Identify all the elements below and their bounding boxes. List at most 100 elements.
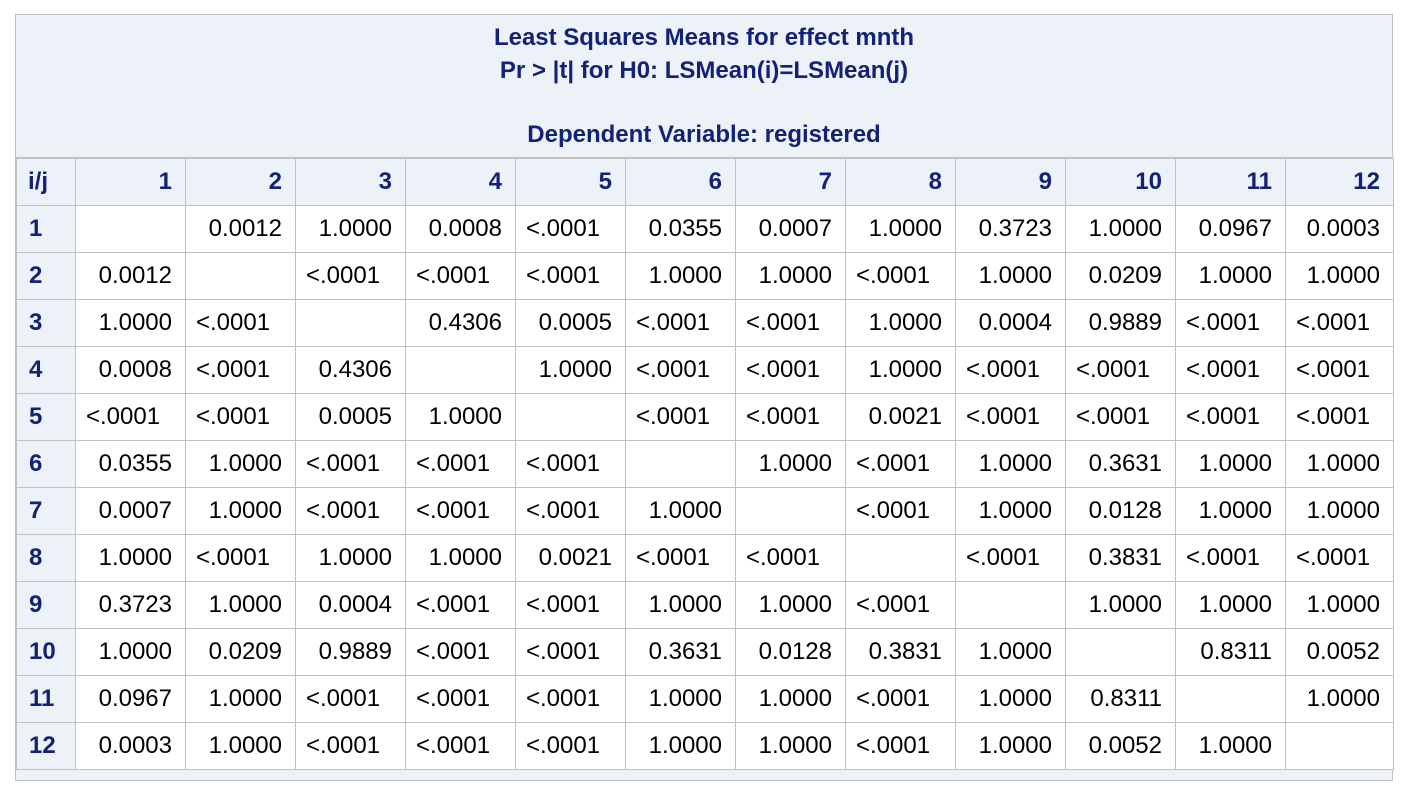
row-header-8: 8: [16, 534, 76, 582]
pvalue-cell: 0.0005: [295, 393, 406, 441]
table-row: 11 0.0967 1.0000 <.0001 <.0001 <.0001 1.0000 1.…: [16, 675, 1394, 723]
pvalue-cell: <.0001: [515, 581, 626, 629]
pvalue-cell: 0.0021: [515, 534, 626, 582]
pvalue-cell: <.0001: [1285, 346, 1394, 394]
row-header-6: 6: [16, 440, 76, 488]
pvalue-cell: <.0001: [625, 393, 736, 441]
pvalue-cell: <.0001: [1175, 346, 1286, 394]
pvalue-cell: <.0001: [295, 722, 406, 770]
pvalue-cell: 1.0000: [75, 628, 186, 676]
pvalue-cell: 0.3631: [1065, 440, 1176, 488]
pvalue-cell: 0.0012: [185, 205, 296, 253]
pvalue-cell: 0.0967: [1175, 205, 1286, 253]
pvalue-cell: <.0001: [955, 393, 1066, 441]
table-row: 12 0.0003 1.0000 <.0001 <.0001 <.0001 1.0000 1.…: [16, 722, 1394, 770]
row-header-12: 12: [16, 722, 76, 770]
pvalue-cell: 1.0000: [405, 534, 516, 582]
pvalue-cell: [1285, 722, 1394, 770]
pvalue-cell: <.0001: [75, 393, 186, 441]
row-header-7: 7: [16, 487, 76, 535]
table-title-area: Least Squares Means for effect mnth Pr >…: [16, 15, 1392, 158]
pvalue-cell: <.0001: [955, 346, 1066, 394]
pvalue-cell: 1.0000: [625, 722, 736, 770]
table-subtitle: Pr > |t| for H0: LSMean(i)=LSMean(j): [499, 57, 909, 84]
pvalue-cell: 1.0000: [625, 252, 736, 300]
pvalue-cell: 1.0000: [1285, 440, 1394, 488]
pvalue-cell: 1.0000: [845, 205, 956, 253]
pvalue-cell: <.0001: [295, 675, 406, 723]
corner-header: i/j: [16, 158, 76, 206]
pvalue-cell: 0.0209: [185, 628, 296, 676]
table-row: 5 <.0001 <.0001 0.0005 1.0000 <.0001 <.0001 0.0…: [16, 393, 1394, 441]
column-header-8: 8: [845, 158, 956, 206]
pvalue-cell: 1.0000: [1175, 487, 1286, 535]
pvalue-cell: <.0001: [845, 252, 956, 300]
pvalue-cell: 1.0000: [185, 675, 296, 723]
column-header-row: i/j 1 2 3 4 5 6 7 8 9 10 11 12: [16, 158, 1394, 206]
column-header-1: 1: [75, 158, 186, 206]
row-header-1: 1: [16, 205, 76, 253]
pvalue-cell: <.0001: [405, 628, 516, 676]
pvalue-cell: 0.0008: [75, 346, 186, 394]
pvalue-cell: 1.0000: [1285, 252, 1394, 300]
pvalue-cell: 1.0000: [1175, 722, 1286, 770]
pvalue-cell: [405, 346, 516, 394]
pvalue-cell: <.0001: [295, 440, 406, 488]
pvalue-cell: <.0001: [735, 534, 846, 582]
row-header-10: 10: [16, 628, 76, 676]
column-header-5: 5: [515, 158, 626, 206]
pvalue-cell: 0.0003: [1285, 205, 1394, 253]
pvalue-cell: <.0001: [1285, 534, 1394, 582]
pvalue-cell: 1.0000: [1065, 205, 1176, 253]
pvalue-cell: <.0001: [185, 534, 296, 582]
pvalue-cell: <.0001: [845, 440, 956, 488]
pvalue-cell: <.0001: [1175, 534, 1286, 582]
pvalue-cell: 0.0967: [75, 675, 186, 723]
pvalue-cell: <.0001: [515, 252, 626, 300]
pvalue-cell: <.0001: [625, 346, 736, 394]
pvalue-cell: <.0001: [515, 722, 626, 770]
pvalue-cell: 1.0000: [955, 487, 1066, 535]
pvalue-cell: <.0001: [1065, 346, 1176, 394]
pvalue-cell: 1.0000: [295, 534, 406, 582]
pvalue-cell: <.0001: [1175, 299, 1286, 347]
row-header-3: 3: [16, 299, 76, 347]
column-header-6: 6: [625, 158, 736, 206]
table-row: 1 0.0012 1.0000 0.0008 <.0001 0.0355 0.0007 1.0…: [16, 205, 1394, 253]
pvalue-cell: 1.0000: [955, 675, 1066, 723]
pvalue-cell: [75, 205, 186, 253]
pvalue-cell: 1.0000: [955, 722, 1066, 770]
table-row: 7 0.0007 1.0000 <.0001 <.0001 <.0001 1.0000 <.0…: [16, 487, 1394, 535]
pvalue-cell: [1065, 628, 1176, 676]
pvalue-cell: <.0001: [955, 534, 1066, 582]
pvalue-cell: <.0001: [1065, 393, 1176, 441]
column-header-11: 11: [1175, 158, 1286, 206]
column-header-9: 9: [955, 158, 1066, 206]
pvalue-cell: <.0001: [845, 581, 956, 629]
pvalue-cell: 0.9889: [295, 628, 406, 676]
pvalue-cell: [845, 534, 956, 582]
pvalue-cell: <.0001: [185, 393, 296, 441]
pvalue-cell: 1.0000: [405, 393, 516, 441]
pvalue-cell: 0.0005: [515, 299, 626, 347]
dependent-variable-label: Dependent Variable: registered: [527, 121, 881, 148]
pvalue-cell: 1.0000: [955, 252, 1066, 300]
pvalue-cell: 1.0000: [955, 440, 1066, 488]
pvalue-cell: <.0001: [735, 393, 846, 441]
pvalue-cell: 0.8311: [1065, 675, 1176, 723]
pvalue-cell: 1.0000: [185, 487, 296, 535]
pvalue-cell: 1.0000: [185, 722, 296, 770]
pvalue-cell: 0.0003: [75, 722, 186, 770]
pvalue-cell: 0.9889: [1065, 299, 1176, 347]
pvalue-matrix-table: i/j 1 2 3 4 5 6 7 8 9 10 11 12 1 0.0012 1.0000 0.0008 <…: [16, 158, 1394, 770]
pvalue-cell: 1.0000: [1285, 675, 1394, 723]
pvalue-cell: 0.0355: [625, 205, 736, 253]
pvalue-cell: <.0001: [845, 722, 956, 770]
row-header-4: 4: [16, 346, 76, 394]
pvalue-cell: 1.0000: [1285, 487, 1394, 535]
pvalue-cell: 0.0008: [405, 205, 516, 253]
pvalue-cell: 0.4306: [405, 299, 516, 347]
pvalue-cell: <.0001: [735, 299, 846, 347]
lsmeans-pvalue-table-panel: Least Squares Means for effect mnth Pr >…: [15, 14, 1394, 781]
column-header-4: 4: [405, 158, 516, 206]
